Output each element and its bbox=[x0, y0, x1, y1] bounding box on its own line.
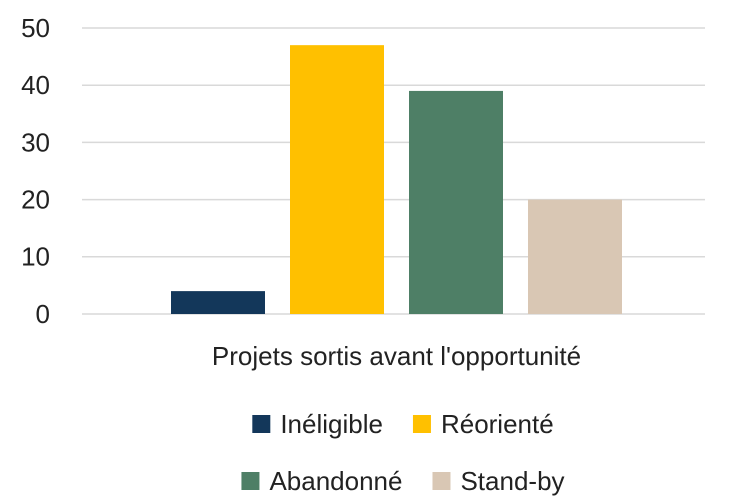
legend-label: Stand-by bbox=[460, 466, 564, 496]
legend-label: Réorienté bbox=[441, 409, 554, 439]
bar bbox=[290, 45, 384, 314]
x-tick-label: Projets sortis avant l'opportunité bbox=[212, 341, 581, 371]
legend-swatch bbox=[252, 415, 271, 433]
legend-swatch bbox=[412, 415, 431, 433]
bar bbox=[528, 199, 622, 314]
y-tick-label: 0 bbox=[36, 299, 50, 329]
y-tick-label: 40 bbox=[21, 70, 50, 100]
bar bbox=[409, 90, 503, 314]
bar bbox=[171, 291, 265, 314]
legend-swatch bbox=[432, 472, 451, 490]
y-tick-label: 20 bbox=[21, 184, 50, 214]
y-tick-label: 30 bbox=[21, 127, 50, 157]
legend-label: Inéligible bbox=[280, 409, 383, 439]
legend-swatch bbox=[241, 472, 260, 490]
legend-label: Abandonné bbox=[269, 466, 402, 496]
y-tick-label: 50 bbox=[21, 13, 50, 43]
y-tick-label: 10 bbox=[21, 242, 50, 272]
